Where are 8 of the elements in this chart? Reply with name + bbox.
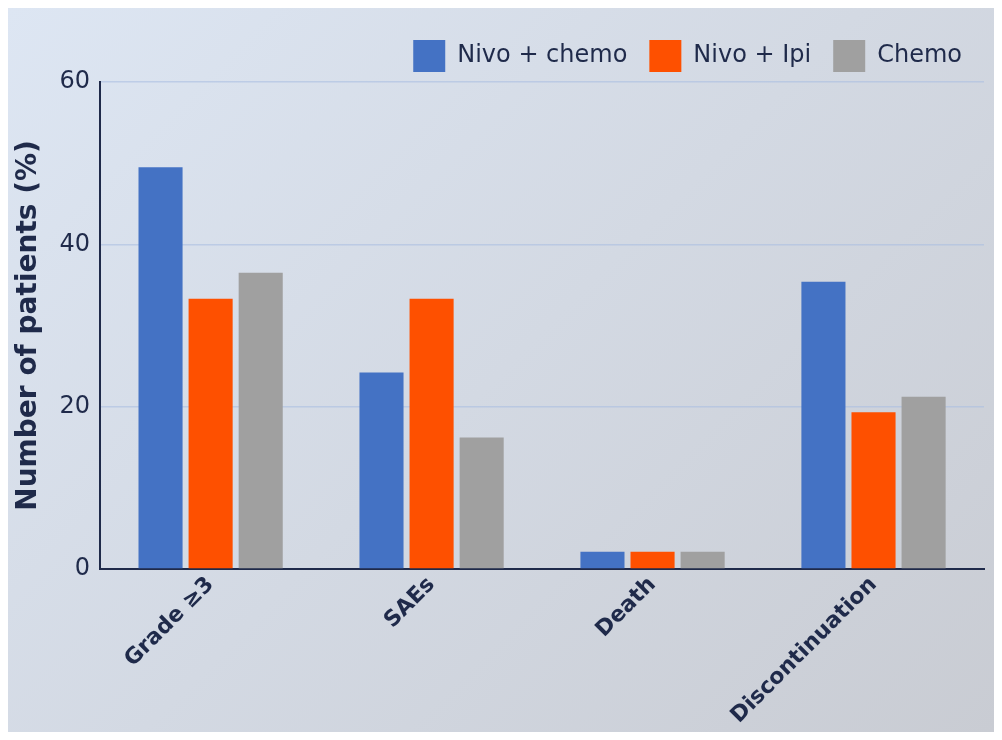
legend-label: Nivo + chemo xyxy=(457,40,628,69)
y-tick-label: 0 xyxy=(74,553,91,582)
legend-label: Nivo + Ipi xyxy=(693,40,812,69)
y-tick-label: 20 xyxy=(59,390,91,419)
legend-label: Chemo xyxy=(877,40,962,69)
y-tick-label: 40 xyxy=(59,228,91,257)
y-axis-title: Number of patients (%) xyxy=(10,140,44,511)
y-tick-label: 60 xyxy=(59,66,91,95)
